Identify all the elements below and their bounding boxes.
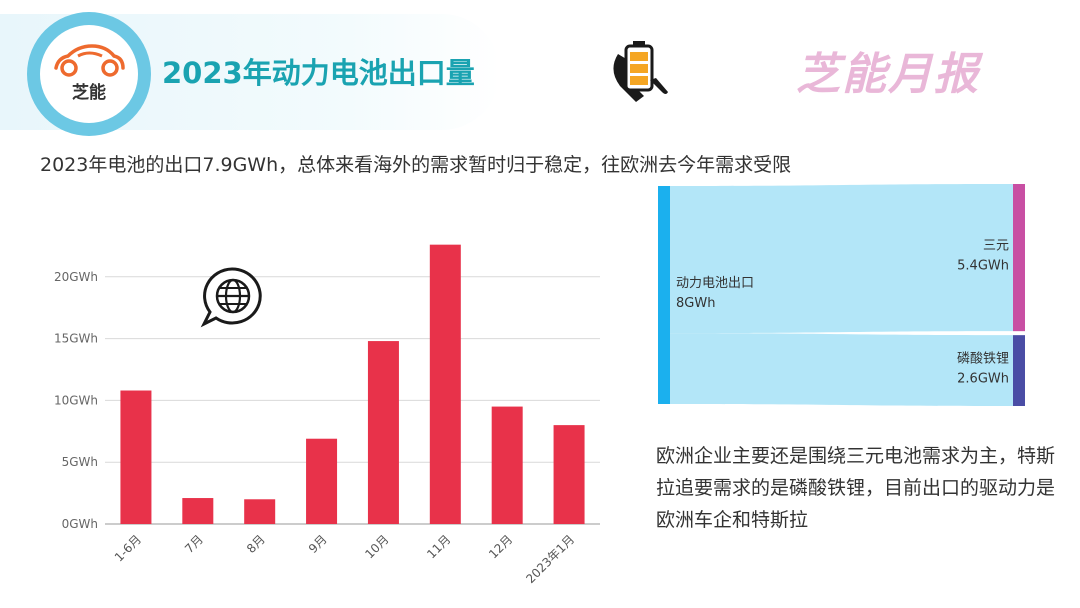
x-tick-label: 7月: [182, 532, 206, 556]
x-tick-label: 2023年1月: [523, 532, 577, 586]
bar: [429, 244, 461, 524]
bar: [553, 425, 585, 524]
subtitle: 2023年电池的出口7.9GWh，总体来看海外的需求暂时归于稳定，往欧洲去今年需…: [40, 154, 792, 176]
x-tick-label: 9月: [306, 532, 330, 556]
sankey-target-node: [1013, 335, 1025, 406]
brand-logo: 芝能月报: [796, 49, 980, 100]
y-tick-label: 5GWh: [62, 455, 98, 469]
sankey-source-node: [658, 186, 670, 404]
sankey-flow: [670, 184, 1013, 334]
logo-badge: [40, 25, 138, 123]
x-tick-label: 8月: [244, 532, 268, 556]
sankey-source-value: 8GWh: [676, 296, 715, 311]
bar: [120, 390, 152, 524]
sankey-target-label: 磷酸铁锂: [957, 352, 1009, 367]
analysis-text: 欧洲企业主要还是围绕三元电池需求为主，特斯拉追要需求的是磷酸铁锂，目前出口的驱动…: [656, 445, 1056, 531]
sankey-target-value: 5.4GWh: [957, 259, 1009, 274]
bar: [367, 341, 399, 524]
y-tick-label: 10GWh: [54, 393, 98, 407]
sankey-chart: 三元 5.4GWh 磷酸铁锂 2.6GWh 动力电池出口 8GWh: [658, 184, 1025, 406]
x-tick-label: 11月: [424, 532, 453, 561]
y-tick-label: 0GWh: [62, 517, 98, 531]
x-tick-label: 1-6月: [112, 532, 144, 564]
sankey-flow: [670, 333, 1013, 406]
x-tick-label: 12月: [486, 532, 515, 561]
x-tick-label: 10月: [362, 532, 391, 561]
bar-chart: 0GWh 5GWh 10GWh 15GWh 20GWh 1-6月 7月 8月 9月 10月 11月 1…: [54, 244, 600, 586]
y-tick-label: 20GWh: [54, 270, 98, 284]
sankey-target-label: 三元: [983, 239, 1009, 254]
bar: [182, 498, 214, 524]
logo-text: 芝能: [72, 83, 106, 103]
car-logo-icon: [54, 44, 125, 77]
bar: [244, 499, 276, 524]
globe-chat-icon: [200, 267, 262, 328]
sankey-source-label: 动力电池出口: [676, 276, 754, 291]
bar: [491, 406, 523, 524]
bar: [306, 438, 338, 524]
battery-wrench-icon: [613, 41, 668, 102]
page-title: 2023年动力电池出口量: [162, 56, 475, 90]
sankey-target-value: 2.6GWh: [957, 372, 1009, 387]
y-tick-label: 15GWh: [54, 332, 98, 346]
sankey-target-node: [1013, 184, 1025, 332]
